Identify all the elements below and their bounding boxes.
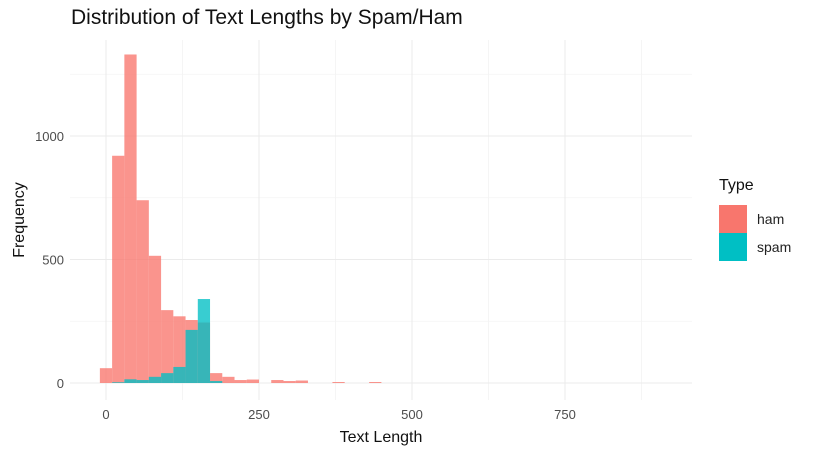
legend-label-ham: ham <box>757 211 785 227</box>
bar-ham <box>295 380 308 383</box>
bar-ham <box>234 380 247 383</box>
bar-ham <box>161 310 174 383</box>
x-tick-label: 750 <box>554 407 576 422</box>
y-tick-label: 0 <box>57 376 64 391</box>
legend-title: Type <box>719 177 754 194</box>
bar-ham <box>271 380 284 383</box>
minor-gridlines <box>70 40 692 400</box>
bar-spam <box>161 373 174 383</box>
bar-ham <box>369 382 382 383</box>
bar-spam <box>185 329 198 383</box>
bar-spam <box>197 299 211 383</box>
histogram-bars <box>99 54 382 384</box>
bar-spam <box>210 381 223 383</box>
bar-ham <box>173 316 186 383</box>
bar-spam <box>173 366 186 383</box>
bar-ham <box>332 382 345 383</box>
legend-label-spam: spam <box>757 239 792 255</box>
bar-spam <box>148 376 162 383</box>
bar-ham <box>99 368 113 383</box>
x-axis-title: Text Length <box>340 429 423 446</box>
bar-ham <box>222 376 235 383</box>
bar-ham <box>112 155 125 383</box>
bar-ham <box>246 379 259 383</box>
legend-item-ham: ham <box>719 205 784 233</box>
x-tick-label: 250 <box>248 407 270 422</box>
legend-item-spam: spam <box>719 233 791 261</box>
y-axis-ticks: 0 500 1000 <box>35 129 64 391</box>
bar-ham <box>283 381 296 383</box>
x-tick-label: 500 <box>401 407 423 422</box>
x-axis-ticks: 0 250 500 750 <box>102 407 575 422</box>
bar-ham <box>210 373 223 383</box>
bar-ham <box>136 200 149 383</box>
chart-title: Distribution of Text Lengths by Spam/Ham <box>71 6 463 29</box>
bar-spam <box>136 380 149 383</box>
bar-ham <box>124 54 137 384</box>
legend-swatch-ham <box>719 205 747 233</box>
bar-spam <box>124 379 137 383</box>
bar-spam <box>112 382 125 383</box>
x-tick-label: 0 <box>102 407 109 422</box>
y-tick-label: 500 <box>42 253 64 268</box>
y-axis-title: Frequency <box>11 182 28 258</box>
y-tick-label: 1000 <box>35 129 64 144</box>
bar-ham <box>148 255 162 383</box>
legend-swatch-spam <box>719 233 747 261</box>
